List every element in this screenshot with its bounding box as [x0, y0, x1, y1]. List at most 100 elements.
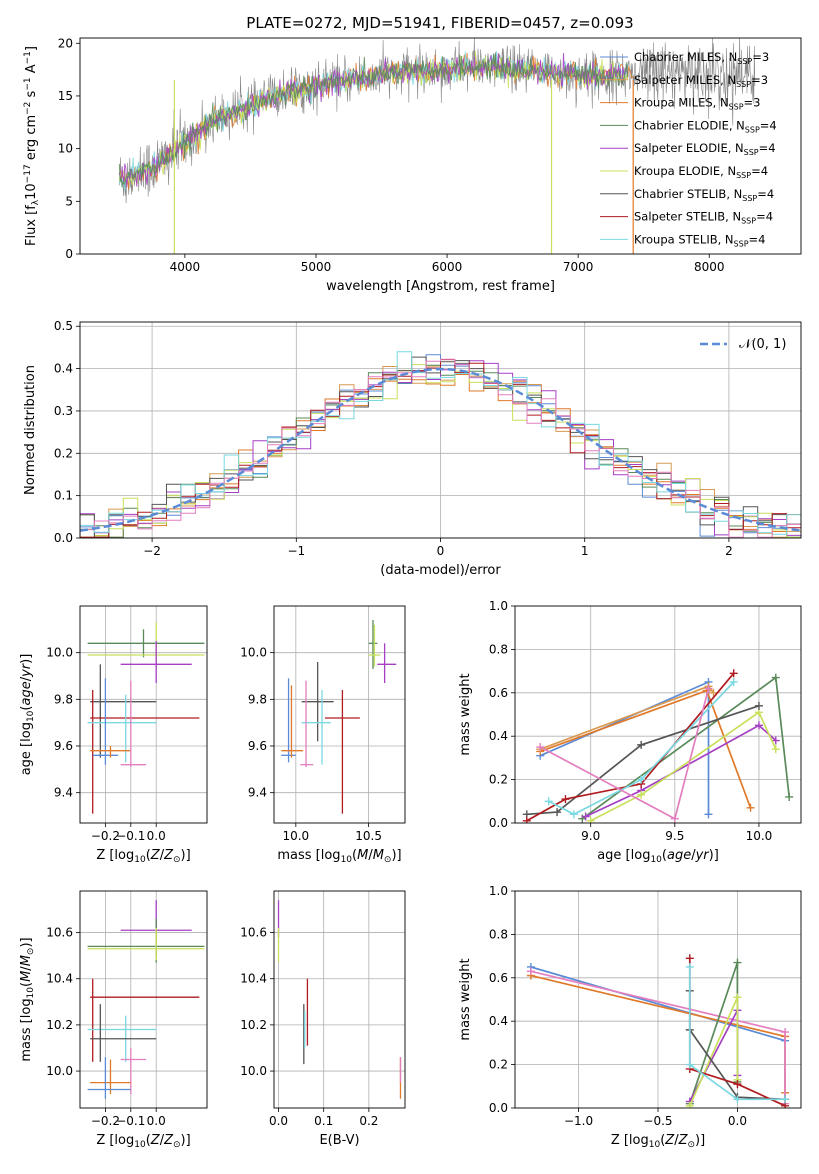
legend-entry: 𝒩(0, 1)	[739, 337, 786, 352]
y-tick-label: 9.4	[54, 786, 73, 800]
y-axis-label: Normed distribution	[23, 365, 38, 495]
y-tick-label: 0.0	[489, 1101, 508, 1115]
y-tick-label: 10.0	[46, 1064, 73, 1078]
weight-line	[689, 996, 739, 1107]
weight-marker	[729, 677, 738, 686]
x-tick-label: −0.5	[643, 1114, 672, 1128]
y-tick-label: 10.6	[46, 926, 73, 940]
y-axis-label: mass weight	[458, 673, 473, 755]
weight-line	[539, 680, 710, 815]
weight-marker	[771, 736, 780, 745]
weight-marker	[781, 1028, 790, 1037]
weight-line	[539, 689, 752, 809]
weight-marker	[544, 797, 553, 806]
legend-entry: Chabrier ELODIE, NSSP=4	[634, 118, 777, 134]
y-tick-label: 10	[58, 142, 73, 156]
weight-marker	[704, 810, 713, 819]
legend-entry: Chabrier MILES, NSSP=3	[634, 50, 769, 66]
y-axis-label: Flux [fλ10−17 erg cm−2 s−1 A−1]	[23, 46, 41, 246]
axes-frame	[514, 605, 802, 824]
mass_weight_vs_Z-panel: −1.0 −0.5 0.0 0.0 0.2 0.4 0.6 0.8 1.0 Z [log10(Z/…	[458, 884, 802, 1150]
y-tick-label: 0.2	[489, 1058, 508, 1072]
x-axis-label: mass [log10(M/M⊙)]	[277, 848, 401, 865]
y-axis-label: mass [log10(M/M⊙)]	[19, 937, 36, 1061]
weight-marker	[637, 740, 646, 749]
legend-entry: Salpeter ELODIE, NSSP=4	[634, 141, 776, 157]
legend-entry: Salpeter STELIB, NSSP=4	[634, 210, 773, 226]
x-tick-label: 2	[725, 544, 733, 558]
y-tick-label: 10.0	[46, 646, 73, 660]
weight-marker	[733, 1080, 742, 1089]
x-tick-label: 10.5	[355, 829, 382, 843]
x-tick-label: 7000	[563, 260, 594, 274]
normal-curve	[80, 367, 801, 532]
axes-frame	[79, 321, 802, 539]
weight-marker	[709, 688, 718, 697]
spectrum-plot-area	[118, 38, 756, 254]
x-axis-label: E(B-V)	[319, 1133, 359, 1148]
legend-entry: Chabrier STELIB, NSSP=4	[634, 187, 774, 203]
y-tick-label: 0.1	[54, 489, 73, 503]
x-tick-label: 0.2	[359, 1114, 378, 1128]
weight-marker	[754, 721, 763, 730]
weight-marker	[685, 1101, 694, 1108]
x-tick-label: −0.2	[91, 1114, 120, 1128]
x-tick-label: −0.1	[116, 829, 145, 843]
y-tick-label: 0.8	[489, 927, 508, 941]
y-tick-label: 10.2	[46, 1018, 73, 1032]
y-tick-label: 0.5	[54, 319, 73, 333]
x-tick-label: −1	[287, 544, 305, 558]
x-tick-label: 0.0	[269, 1114, 288, 1128]
y-tick-label: 9.6	[54, 739, 73, 753]
residuals-plot-area	[80, 322, 801, 538]
y-tick-label: 0.4	[489, 729, 508, 743]
weight-marker	[785, 792, 794, 801]
x-axis-label: Z [log10(Z/Z⊙)]	[611, 1133, 705, 1150]
mass_weight_vs_age-plot-area	[515, 606, 801, 823]
age_vs_mass-panel: 10.0 10.5 9.4 9.6 9.8 10.0 mass [log10(M/M⊙)]	[240, 605, 406, 865]
x-axis-label: (data-model)/error	[380, 563, 501, 578]
x-axis-label: Z [log10(Z/Z⊙)]	[96, 1133, 190, 1150]
y-tick-label: 10.0	[240, 1064, 267, 1078]
weight-marker	[581, 812, 590, 821]
weight-line	[526, 672, 735, 822]
y-tick-label: 20	[58, 36, 73, 50]
y-tick-label: 9.8	[54, 692, 73, 706]
axes-frame	[514, 890, 802, 1109]
x-tick-label: 8000	[694, 260, 725, 274]
weight-marker	[733, 958, 742, 967]
y-tick-label: 9.4	[248, 786, 267, 800]
x-axis-label: Z [log10(Z/Z⊙)]	[96, 848, 190, 865]
histogram-step	[80, 358, 801, 538]
x-tick-label: 9.5	[665, 829, 684, 843]
weight-marker	[746, 803, 755, 812]
weight-line	[548, 681, 735, 816]
legend-entry: Kroupa ELODIE, NSSP=4	[634, 164, 768, 180]
y-tick-label: 0.6	[489, 686, 508, 700]
weight-marker	[733, 1095, 742, 1104]
spectrum-line	[118, 53, 629, 188]
weight-marker	[569, 810, 578, 819]
spectrum-panel: 4000 5000 6000 7000 8000 0 5 10 15 20 wavelength […	[23, 36, 802, 294]
weight-marker	[685, 1060, 694, 1069]
weight-marker	[522, 816, 531, 823]
weight-marker	[637, 775, 646, 784]
x-tick-label: −1.0	[564, 1114, 593, 1128]
weight-marker	[771, 745, 780, 754]
weight-marker	[561, 795, 570, 804]
weight-marker	[670, 814, 679, 823]
y-tick-label: 0.0	[54, 531, 73, 545]
y-tick-label: 1.0	[489, 884, 508, 898]
x-tick-label: 10.0	[282, 829, 309, 843]
weight-marker	[536, 743, 545, 752]
y-tick-label: 10.6	[240, 926, 267, 940]
x-tick-label: 5000	[301, 260, 332, 274]
weight-line	[585, 724, 777, 818]
x-tick-label: 4000	[170, 260, 201, 274]
weight-marker	[754, 701, 763, 710]
x-tick-label: 10.0	[746, 829, 773, 843]
y-tick-label: 9.8	[248, 692, 267, 706]
mass_vs_EBV-panel: 0.0 0.1 0.2 10.0 10.2 10.4 10.6 E(B-V)	[240, 890, 406, 1148]
y-tick-label: 9.6	[248, 739, 267, 753]
